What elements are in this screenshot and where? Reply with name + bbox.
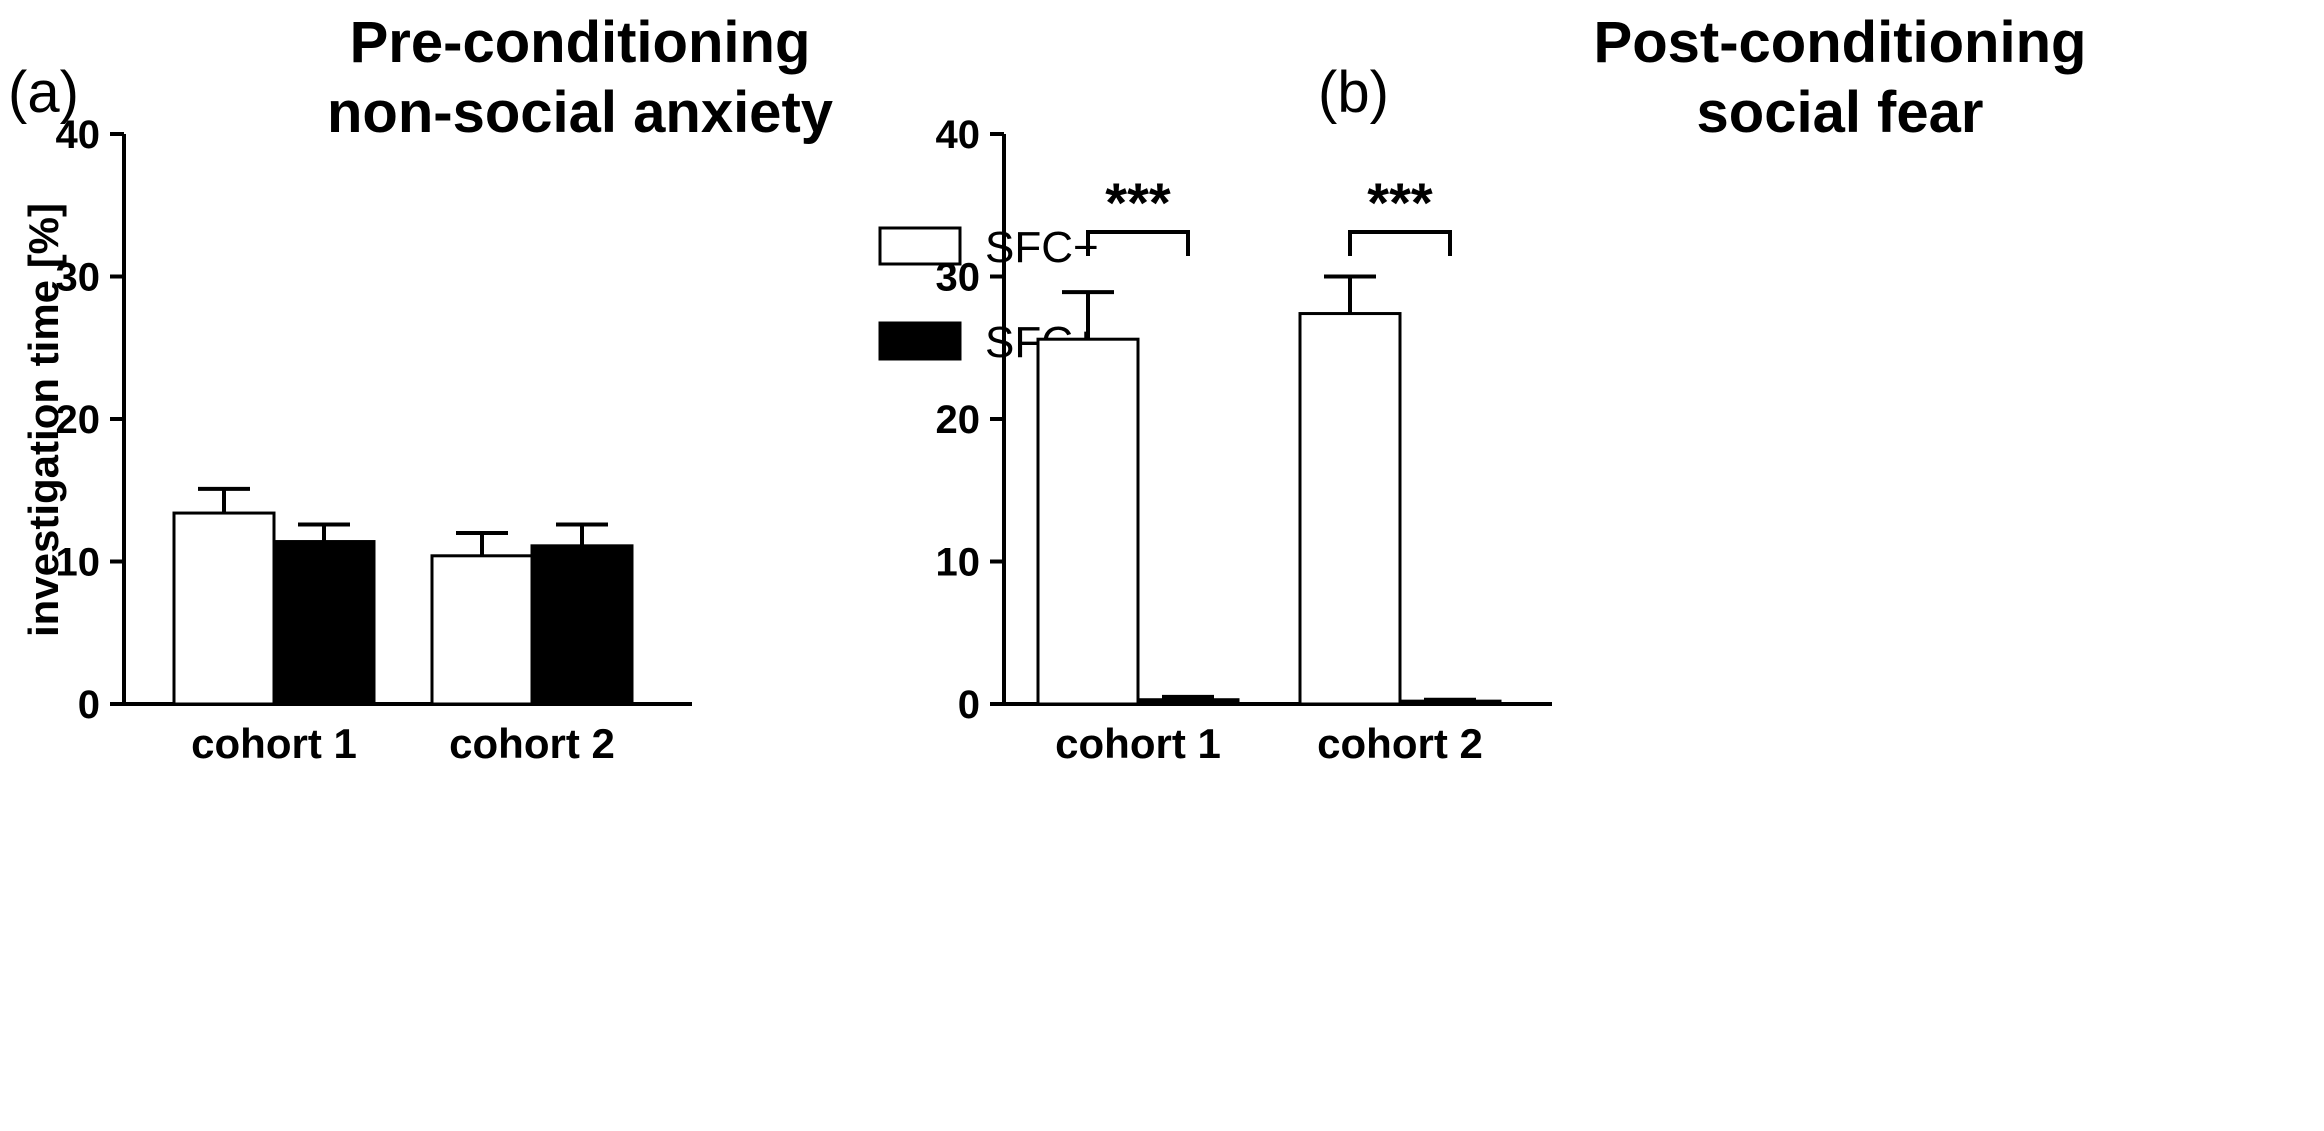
panel-b-letter: (b) [1318,60,1389,125]
panel-a-y-tick-label-10: 10 [56,541,101,585]
panel-a-chart: (a) Pre-conditioning non-social anxiety … [8,10,1099,767]
panel-b-x-tick-label-cohort-2: cohort 2 [1317,720,1483,767]
panel-b-significance-stars-cohort-1: *** [1105,171,1171,234]
panel-a-letter: (a) [8,60,79,125]
panel-b-y-tick-label-10: 10 [936,541,981,585]
panel-a-bar-sfc-minus-cohort-1 [172,511,276,706]
panel-a-bar-sfc-minus-cohort-2 [430,554,534,706]
panel-a-y-tick-label-30: 30 [56,256,101,300]
panel-a-y-axis-label: investigation time [%] [20,203,67,637]
panel-b-bar-sfc-plus-cohort-2 [1398,699,1502,706]
panel-b-bar-sfc-plus-cohort-1 [1136,698,1240,706]
legend-swatch-sfc-minus [878,226,962,266]
panel-a-title-line-2: non-social anxiety [327,80,833,145]
panel-b-y-tick-label-30: 30 [936,256,981,300]
panel-b-title-line-1: Post-conditioning [1594,10,2087,75]
panel-b-title-line-2: social fear [1697,80,1984,145]
panel-b-bar-sfc-minus-cohort-1 [1036,337,1140,706]
panel-a-y-tick-label-0: 0 [78,683,100,727]
panel-b-y-tick-label-0: 0 [958,683,980,727]
panel-b-chart: (b) Post-conditioning social fear 0 10 20 3… [936,10,2087,767]
panel-b-y-tick-label-40: 40 [936,113,981,157]
panel-b-significance-stars-cohort-2: *** [1367,171,1433,234]
panel-a-y-tick-label-40: 40 [56,113,101,157]
panel-a-x-tick-label-cohort-2: cohort 2 [449,720,615,767]
panel-b-y-tick-label-20: 20 [936,398,981,442]
panel-a-y-tick-label-20: 20 [56,398,101,442]
panel-b-bar-sfc-minus-cohort-2 [1298,312,1402,706]
panel-a-title-line-1: Pre-conditioning [350,10,811,75]
panel-a-x-tick-label-cohort-1: cohort 1 [191,720,357,767]
legend-swatch-sfc-plus [878,321,962,361]
panel-a-bar-sfc-plus-cohort-1 [272,540,376,706]
panel-b-x-tick-label-cohort-1: cohort 1 [1055,720,1221,767]
panel-b-significance-bracket-cohort-1 [1086,230,1190,256]
panel-b-significance-bracket-cohort-2 [1348,230,1452,256]
panel-a-bar-sfc-plus-cohort-2 [530,544,634,706]
